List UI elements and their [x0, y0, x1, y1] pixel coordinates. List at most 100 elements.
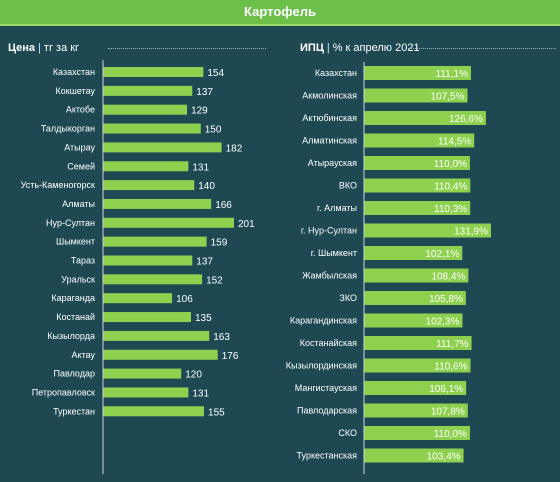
cpi-value-label: 111,1% [436, 69, 469, 80]
cpi-value-label: 114,5% [438, 137, 471, 148]
cpi-category-label: Алматинская [302, 136, 357, 146]
cpi-value-label: 103,4% [427, 452, 461, 463]
cpi-bar [364, 268, 469, 283]
price-category-label: Тараз [71, 256, 95, 266]
cpi-bar [364, 336, 472, 350]
price-category-label: Костанай [56, 312, 95, 322]
cpi-category-label: Мангистауская [295, 383, 357, 393]
price-value-label: 176 [222, 351, 239, 362]
price-header-bold: Цена [8, 42, 36, 54]
cpi-header-bold: ИПЦ [300, 42, 324, 54]
price-bar [103, 330, 210, 341]
cpi-category-label: Актюбинская [302, 113, 357, 123]
price-bar [103, 406, 205, 417]
cpi-category-label: г. Нур-Султан [301, 226, 357, 236]
cpi-category-label: Жамбылская [302, 271, 357, 281]
price-bar [103, 161, 189, 172]
cpi-value-label: 106,1% [429, 384, 463, 395]
price-value-label: 150 [205, 125, 222, 136]
price-bar [103, 142, 222, 153]
cpi-header: ИПЦ |% к апрелю 2021 [300, 42, 420, 54]
price-bar [103, 387, 189, 398]
title-banner [0, 0, 560, 26]
price-value-label: 166 [215, 200, 232, 211]
cpi-category-label: Акмолинская [302, 91, 357, 101]
price-category-label: Нур-Султан [46, 218, 95, 228]
price-category-label: Усть-Каменогорск [21, 180, 95, 190]
price-header-unit: тг за кг [43, 42, 80, 54]
price-value-label: 120 [185, 370, 202, 381]
cpi-value-label: 110,4% [434, 182, 467, 193]
cpi-value-label: 110,0% [434, 429, 467, 440]
price-category-label: Казахстан [53, 67, 95, 77]
cpi-bar [364, 66, 471, 80]
price-category-label: Актобе [66, 105, 95, 115]
price-value-label: 152 [206, 275, 223, 286]
cpi-bar [364, 358, 471, 373]
price-category-label: Атырау [64, 142, 95, 152]
price-bar [103, 198, 212, 209]
price-value-label: 163 [213, 332, 230, 343]
price-category-label: Павлодар [54, 369, 95, 379]
price-category-label: Кокшетау [55, 86, 95, 96]
cpi-bar [364, 201, 471, 215]
cpi-value-label: 111,7% [436, 339, 469, 350]
price-value-label: 106 [176, 294, 193, 305]
price-bar [103, 368, 182, 379]
price-value-label: 201 [238, 219, 255, 230]
price-bar [103, 236, 207, 247]
price-bar [103, 104, 188, 115]
price-category-label: Алматы [62, 199, 95, 209]
cpi-header-divider [408, 48, 556, 49]
price-category-label: Кызылорда [47, 331, 95, 341]
price-value-label: 129 [191, 106, 208, 117]
cpi-bar [364, 178, 471, 193]
cpi-value-label: 110,3% [434, 204, 467, 215]
cpi-value-label: 131,9% [454, 227, 488, 238]
price-bar [103, 349, 218, 360]
price-value-label: 137 [196, 257, 213, 268]
cpi-category-label: ЗКО [339, 293, 357, 303]
cpi-bar [364, 88, 468, 103]
cpi-value-label: 110,6% [434, 362, 467, 373]
cpi-bar [364, 403, 468, 418]
cpi-bar [364, 381, 467, 395]
price-value-label: 131 [192, 388, 209, 399]
cpi-category-label: Костанайская [300, 338, 357, 348]
cpi-value-label: 107,5% [431, 92, 465, 103]
cpi-bar [364, 246, 463, 260]
cpi-value-label: 102,1% [425, 249, 459, 260]
price-bar [103, 255, 193, 266]
cpi-bar [364, 291, 466, 305]
price-bar [103, 312, 191, 323]
price-category-label: Талдыкорган [41, 124, 95, 134]
price-value-label: 131 [192, 162, 209, 173]
cpi-category-label: Карагандинская [290, 316, 357, 326]
cpi-bar [364, 111, 486, 125]
cpi-category-label: Атырауская [308, 158, 357, 168]
price-category-label: Семей [67, 161, 95, 171]
cpi-category-label: ВКО [339, 181, 357, 191]
price-category-label: Петропавловск [32, 387, 95, 397]
cpi-value-label: 105,8% [429, 294, 463, 305]
price-category-label: Туркестан [53, 406, 95, 416]
cpi-bar [364, 223, 491, 238]
price-bar [103, 180, 195, 191]
cpi-value-label: 110,0% [434, 159, 467, 170]
price-value-label: 155 [208, 407, 225, 418]
price-value-label: 154 [207, 68, 224, 79]
cpi-bar [364, 133, 475, 148]
cpi-bar [364, 156, 470, 170]
price-bar [103, 274, 203, 285]
price-value-label: 159 [211, 238, 228, 249]
cpi-category-label: СКО [338, 428, 357, 438]
price-bar [103, 293, 173, 304]
cpi-category-label: Казахстан [315, 68, 357, 78]
cpi-bar [364, 426, 470, 440]
price-bar [103, 217, 234, 228]
price-value-label: 182 [226, 143, 243, 154]
price-value-label: 137 [196, 87, 213, 98]
price-category-label: Актау [72, 350, 96, 360]
cpi-bar [364, 313, 463, 328]
cpi-value-label: 126,6% [449, 114, 483, 125]
